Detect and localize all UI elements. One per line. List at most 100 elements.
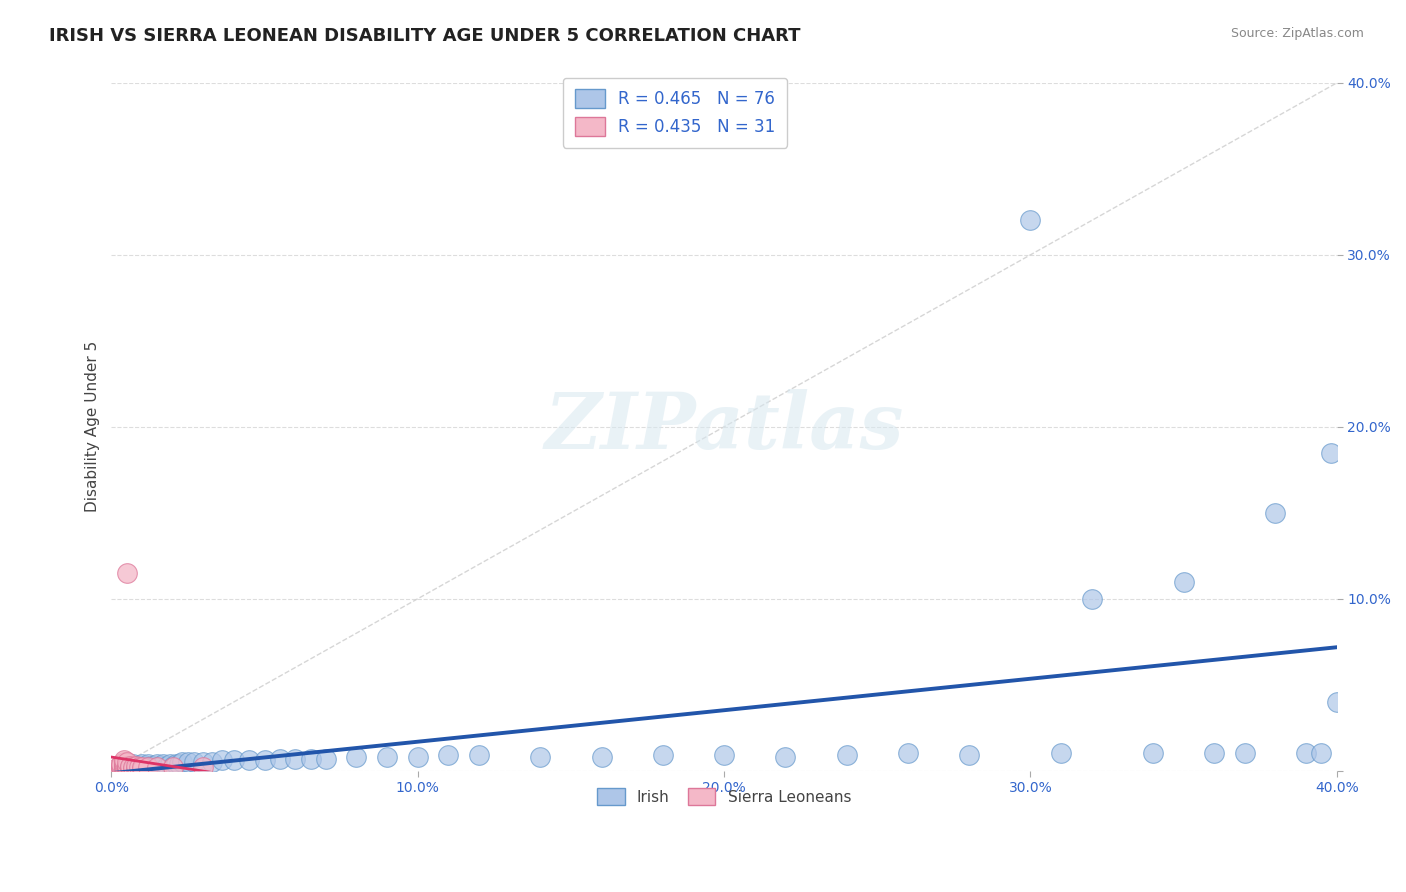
Text: Source: ZipAtlas.com: Source: ZipAtlas.com <box>1230 27 1364 40</box>
Point <box>128 760 150 774</box>
Point <box>1080 591 1102 606</box>
Point <box>118 758 141 772</box>
Point <box>128 760 150 774</box>
Point <box>284 752 307 766</box>
Point <box>131 760 153 774</box>
Point <box>165 756 187 771</box>
Point <box>134 758 156 772</box>
Point <box>1295 747 1317 761</box>
Point <box>118 760 141 774</box>
Point <box>118 762 141 776</box>
Point <box>112 762 135 776</box>
Point <box>141 760 163 774</box>
Point <box>1019 213 1042 227</box>
Point <box>149 758 172 772</box>
Point <box>118 762 141 776</box>
Point <box>238 753 260 767</box>
Point <box>1233 747 1256 761</box>
Point <box>1173 574 1195 589</box>
Point <box>1319 445 1341 459</box>
Point <box>152 756 174 771</box>
Point <box>222 753 245 767</box>
Point <box>125 762 148 776</box>
Point <box>299 752 322 766</box>
Point <box>835 748 858 763</box>
Point <box>107 762 129 776</box>
Point <box>162 758 184 772</box>
Point <box>201 755 224 769</box>
Point <box>131 756 153 771</box>
Point <box>346 750 368 764</box>
Point <box>118 758 141 772</box>
Point <box>107 762 129 776</box>
Point <box>141 758 163 772</box>
Point <box>193 755 215 769</box>
Point <box>159 756 181 771</box>
Point <box>897 747 920 761</box>
Point <box>170 755 193 769</box>
Point <box>1050 747 1073 761</box>
Point <box>131 762 153 776</box>
Point <box>112 758 135 772</box>
Point <box>167 756 190 771</box>
Point <box>112 753 135 767</box>
Point <box>115 762 138 776</box>
Point <box>529 750 551 764</box>
Point <box>146 760 169 774</box>
Point <box>162 760 184 774</box>
Point <box>437 748 460 763</box>
Point <box>253 753 276 767</box>
Point <box>115 756 138 771</box>
Point <box>957 748 980 763</box>
Point <box>713 748 735 763</box>
Point <box>134 760 156 774</box>
Point <box>112 758 135 772</box>
Point <box>269 752 291 766</box>
Point <box>131 762 153 776</box>
Point <box>193 760 215 774</box>
Point <box>183 755 205 769</box>
Point <box>112 755 135 769</box>
Point <box>775 750 797 764</box>
Point <box>125 762 148 776</box>
Point <box>146 760 169 774</box>
Point <box>110 760 132 774</box>
Point <box>128 758 150 772</box>
Point <box>112 762 135 776</box>
Point <box>136 756 159 771</box>
Point <box>131 760 153 774</box>
Point <box>1326 695 1348 709</box>
Text: IRISH VS SIERRA LEONEAN DISABILITY AGE UNDER 5 CORRELATION CHART: IRISH VS SIERRA LEONEAN DISABILITY AGE U… <box>49 27 800 45</box>
Point <box>146 756 169 771</box>
Point <box>1204 747 1226 761</box>
Point <box>211 753 233 767</box>
Point <box>118 760 141 774</box>
Point <box>406 750 429 764</box>
Point <box>115 755 138 769</box>
Point <box>125 760 148 774</box>
Legend: Irish, Sierra Leoneans: Irish, Sierra Leoneans <box>588 779 860 814</box>
Point <box>1264 506 1286 520</box>
Point <box>1310 747 1333 761</box>
Point <box>115 760 138 774</box>
Point <box>110 756 132 771</box>
Point <box>110 758 132 772</box>
Point <box>125 758 148 772</box>
Point <box>110 760 132 774</box>
Point <box>115 758 138 772</box>
Point <box>155 758 177 772</box>
Point <box>115 760 138 774</box>
Point <box>125 758 148 772</box>
Point <box>591 750 613 764</box>
Point <box>136 760 159 774</box>
Point <box>177 755 200 769</box>
Point <box>121 762 143 776</box>
Point <box>107 760 129 774</box>
Point <box>112 756 135 771</box>
Point <box>115 566 138 580</box>
Y-axis label: Disability Age Under 5: Disability Age Under 5 <box>86 341 100 512</box>
Text: ZIPatlas: ZIPatlas <box>544 389 904 465</box>
Point <box>143 758 166 772</box>
Point <box>315 752 337 766</box>
Point <box>468 748 491 763</box>
